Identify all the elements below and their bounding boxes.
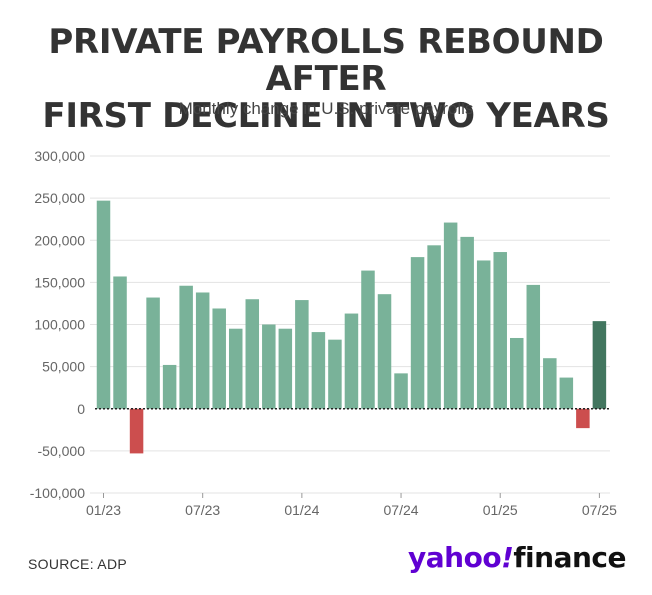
bar-2024-01 <box>295 300 309 409</box>
logo-finance-text: finance <box>513 541 626 574</box>
bar-2023-09 <box>228 328 243 409</box>
bar-2023-05 <box>162 364 177 409</box>
bar-2025-01 <box>493 252 507 409</box>
y-tick-label: 0 <box>77 401 85 417</box>
bar-2025-06 <box>576 408 590 429</box>
bar-2024-08 <box>410 257 425 409</box>
bar-chart: 300,000 250,000 200,000 150,000 100,000 50,00… <box>30 148 617 518</box>
bar-2024-03 <box>328 339 342 409</box>
bar-2023-06 <box>179 285 193 409</box>
bar-2024-05 <box>361 270 375 409</box>
bar-2025-02 <box>510 337 524 409</box>
x-tick-label: 01/25 <box>483 502 518 518</box>
bar-2024-07 <box>394 373 408 409</box>
bar-2024-10 <box>443 222 458 409</box>
bar-2024-12 <box>476 260 491 409</box>
y-tick-label: 300,000 <box>34 148 85 164</box>
bar-2025-07 <box>592 321 607 409</box>
bars <box>96 200 607 454</box>
bar-2023-12 <box>278 328 293 409</box>
bar-2024-02 <box>311 332 326 409</box>
logo-yahoo-text: yahoo <box>408 541 502 574</box>
bar-2023-03 <box>129 408 144 454</box>
chart-title: PRIVATE PAYROLLS REBOUND AFTER FIRST DEC… <box>0 24 652 135</box>
source-note: SOURCE: ADP <box>28 556 127 572</box>
x-tick-label: 07/25 <box>582 502 617 518</box>
title-line-1: PRIVATE PAYROLLS REBOUND AFTER <box>48 22 604 99</box>
y-tick-label: 100,000 <box>34 317 85 333</box>
x-tick-label: 07/23 <box>185 502 220 518</box>
bar-2023-02 <box>113 276 127 409</box>
bar-2024-09 <box>427 245 441 409</box>
bar-2024-11 <box>460 236 474 409</box>
chart-subtitle: Monthly change in U.S. private payrolls <box>178 99 474 118</box>
bar-2024-06 <box>377 294 392 409</box>
bar-2023-04 <box>146 297 160 409</box>
y-tick-label: 250,000 <box>34 190 85 206</box>
yahoo-finance-logo: yahoo!finance <box>408 542 626 574</box>
bar-2024-04 <box>344 313 359 409</box>
y-tick-label: 200,000 <box>34 232 85 248</box>
bar-2023-10 <box>245 299 260 409</box>
y-tick-label: -100,000 <box>30 485 85 501</box>
y-axis-labels: 300,000 250,000 200,000 150,000 100,000 50,00… <box>30 148 85 501</box>
x-axis-labels: 01/23 07/23 01/24 07/24 01/25 07/25 <box>86 493 617 518</box>
title-line-2: FIRST DECLINE IN TWO YEARS <box>42 96 610 136</box>
bar-2023-01 <box>96 200 111 409</box>
bar-2023-07 <box>195 292 210 409</box>
x-tick-label: 01/23 <box>86 502 121 518</box>
logo-exclamation: ! <box>501 541 514 574</box>
x-tick-label: 01/24 <box>284 502 319 518</box>
y-tick-label: 50,000 <box>42 359 85 375</box>
bar-2025-04 <box>543 358 557 409</box>
x-tick-label: 07/24 <box>384 502 419 518</box>
bar-2025-05 <box>559 377 574 409</box>
bar-2023-08 <box>212 308 226 409</box>
bar-2023-11 <box>262 324 276 409</box>
bar-2025-03 <box>526 284 541 409</box>
y-tick-label: 150,000 <box>34 274 85 290</box>
y-tick-label: -50,000 <box>38 443 86 459</box>
